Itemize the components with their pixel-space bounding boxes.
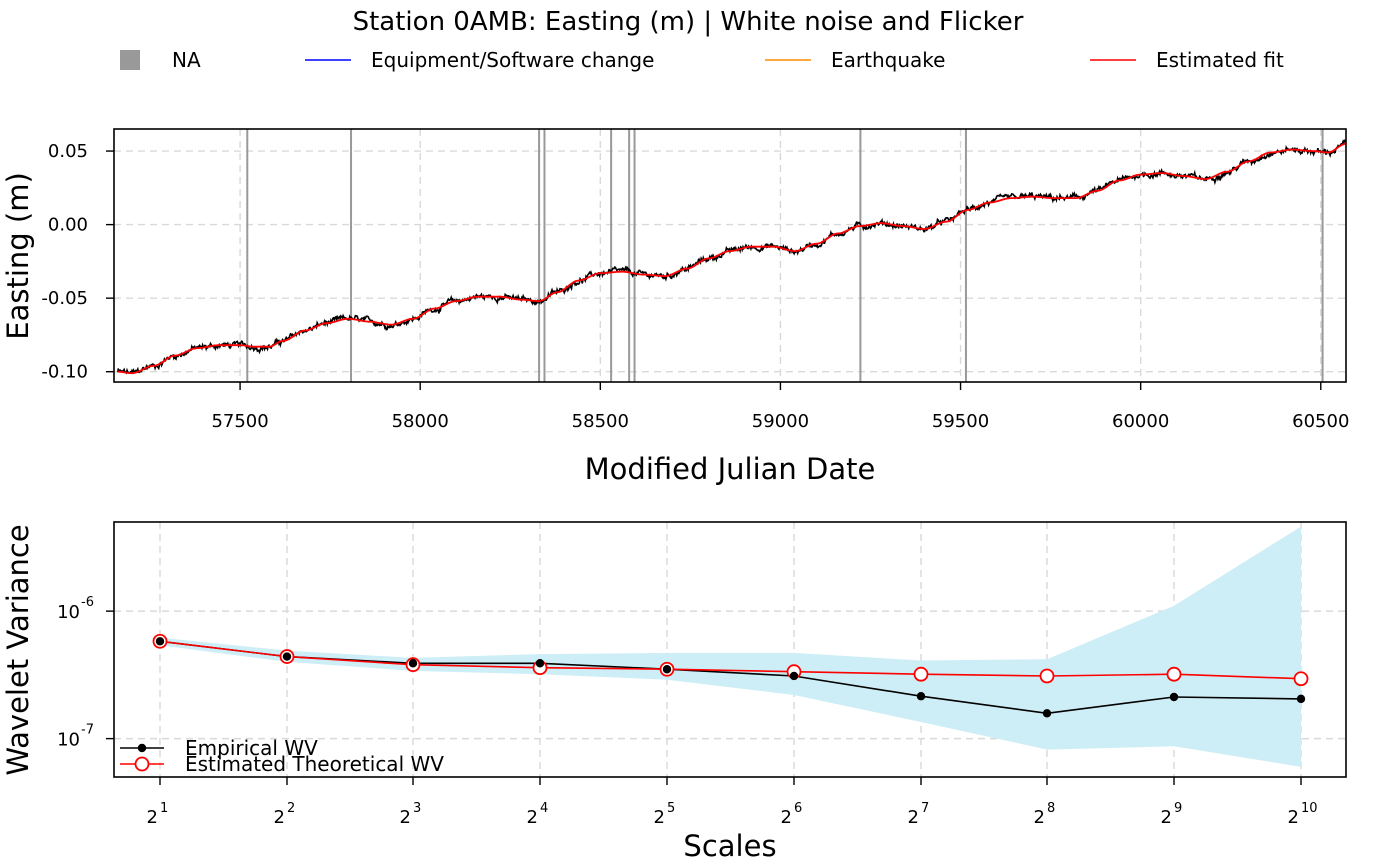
y-tick-base: 10 bbox=[57, 730, 80, 751]
time-series-x-axis-label: Modified Julian Date bbox=[585, 452, 876, 486]
y-tick-label: 0.05 bbox=[48, 141, 88, 162]
wavelet-x-axis-label: Scales bbox=[683, 829, 776, 863]
x-tick-exponent: 7 bbox=[921, 801, 929, 816]
empirical-wv-point bbox=[282, 652, 292, 661]
x-tick-base: 2 bbox=[400, 807, 411, 828]
x-tick-label: 60000 bbox=[1112, 411, 1169, 432]
wavelet-y-axis-label: Wavelet Variance bbox=[1, 524, 35, 775]
legend-entry: Equipment/Software change bbox=[305, 48, 654, 72]
x-tick-label: 60500 bbox=[1292, 411, 1349, 432]
legend-label: Estimated fit bbox=[1156, 48, 1284, 72]
theoretical-wv-point bbox=[1166, 666, 1182, 682]
legend-entry: Empirical WV bbox=[120, 736, 318, 760]
estimated-fit-line bbox=[117, 142, 1346, 375]
empirical-wv-point bbox=[408, 659, 418, 668]
y-tick-exponent: -6 bbox=[81, 595, 94, 610]
x-tick-base: 2 bbox=[274, 807, 285, 828]
x-tick-base: 2 bbox=[1034, 807, 1045, 828]
confidence-band bbox=[160, 526, 1301, 767]
x-tick-exponent: 8 bbox=[1047, 801, 1055, 816]
x-tick-exponent: 4 bbox=[540, 801, 548, 816]
x-tick-exponent: 3 bbox=[413, 801, 421, 816]
empirical-wv-point bbox=[1042, 709, 1052, 718]
time-series-panel: 57500 58000 58500 59000 59500 60000 60500 -0.1… bbox=[1, 128, 1349, 486]
legend-entry: Earthquake bbox=[765, 48, 945, 72]
x-tick-label: 58500 bbox=[572, 411, 629, 432]
theoretical-wv-line bbox=[159, 640, 1302, 680]
empirical-wv-point bbox=[916, 692, 926, 701]
time-series-y-axis-label: Easting (m) bbox=[1, 172, 35, 340]
x-tick-label: 2 10 bbox=[1288, 801, 1318, 828]
time-series-x-ticks: 57500 58000 58500 59000 59500 60000 60500 bbox=[211, 382, 1349, 432]
na-marker-lines bbox=[246, 129, 1324, 382]
x-tick-label: 59000 bbox=[752, 411, 809, 432]
theoretical-wv-point bbox=[1293, 671, 1309, 687]
legend-label: Earthquake bbox=[831, 48, 945, 72]
empirical-wv-point bbox=[1296, 694, 1306, 704]
x-tick-label: 58000 bbox=[392, 411, 449, 432]
empirical-wv-point bbox=[535, 659, 545, 668]
x-tick-base: 2 bbox=[147, 807, 158, 828]
time-series-grid bbox=[114, 129, 1346, 382]
y-tick-label: 0.00 bbox=[48, 215, 88, 236]
empirical-wv-point bbox=[1169, 692, 1179, 702]
wavelet-y-ticks: 10-610-7 bbox=[57, 595, 114, 751]
easting-series-line bbox=[116, 139, 1347, 375]
x-tick-exponent: 6 bbox=[794, 801, 802, 816]
time-series-frame bbox=[113, 128, 1347, 383]
x-tick-exponent: 2 bbox=[287, 801, 295, 816]
x-tick-label: 57500 bbox=[211, 411, 268, 432]
legend-entry: NA bbox=[120, 48, 201, 72]
wavelet-series bbox=[152, 633, 1309, 718]
time-series-y-ticks: -0.10 -0.05 0.00 0.05 bbox=[41, 141, 114, 383]
x-tick-base: 2 bbox=[527, 807, 538, 828]
y-tick-base: 10 bbox=[57, 602, 80, 623]
x-tick-exponent: 1 bbox=[160, 801, 168, 816]
figure-title: Station 0AMB: Easting (m) | White noise … bbox=[353, 7, 1024, 37]
top-legend: NA Equipment/Software change Earthquake Est… bbox=[120, 48, 1284, 72]
y-tick-label: 10 -6 bbox=[57, 595, 94, 623]
wavelet-frame bbox=[113, 521, 1347, 778]
x-tick-base: 2 bbox=[1288, 807, 1299, 828]
legend-swatch-point bbox=[137, 743, 147, 753]
x-tick-base: 2 bbox=[1161, 807, 1172, 828]
legend-label: NA bbox=[172, 48, 201, 72]
y-tick-label: -0.05 bbox=[41, 288, 88, 309]
legend-label: Equipment/Software change bbox=[371, 48, 654, 72]
empirical-wv-point bbox=[662, 665, 672, 674]
y-tick-label: -0.10 bbox=[41, 362, 88, 383]
x-tick-base: 2 bbox=[908, 807, 919, 828]
wavelet-variance-panel: 2 1 2 2 2 3 2 4 2 5 2 6 2 7 2 8 2 9 2 10 10-610-7 Empirical… bbox=[1, 521, 1347, 863]
y-tick-exponent: -7 bbox=[81, 723, 94, 738]
y-tick-label: 10 -7 bbox=[57, 723, 94, 751]
x-tick-label: 59500 bbox=[932, 411, 989, 432]
legend-entry: Estimated fit bbox=[1090, 48, 1284, 72]
empirical-wv-point bbox=[155, 637, 165, 646]
theoretical-wv-point bbox=[1039, 668, 1055, 684]
legend-entry: Estimated Theoretical WV bbox=[120, 752, 444, 776]
x-tick-base: 2 bbox=[781, 807, 792, 828]
legend-swatch-point bbox=[134, 756, 150, 772]
x-tick-exponent: 10 bbox=[1301, 801, 1318, 816]
x-tick-base: 2 bbox=[654, 807, 665, 828]
x-tick-exponent: 9 bbox=[1174, 801, 1182, 816]
legend-label: Empirical WV bbox=[185, 736, 318, 760]
wavelet-x-ticks: 2 1 2 2 2 3 2 4 2 5 2 6 2 7 2 8 2 9 2 10 bbox=[147, 777, 1318, 828]
x-tick-exponent: 5 bbox=[667, 801, 675, 816]
legend-label: Estimated Theoretical WV bbox=[185, 752, 444, 776]
theoretical-wv-point bbox=[913, 666, 929, 682]
empirical-wv-point bbox=[789, 671, 799, 681]
legend-swatch-square bbox=[120, 50, 140, 70]
